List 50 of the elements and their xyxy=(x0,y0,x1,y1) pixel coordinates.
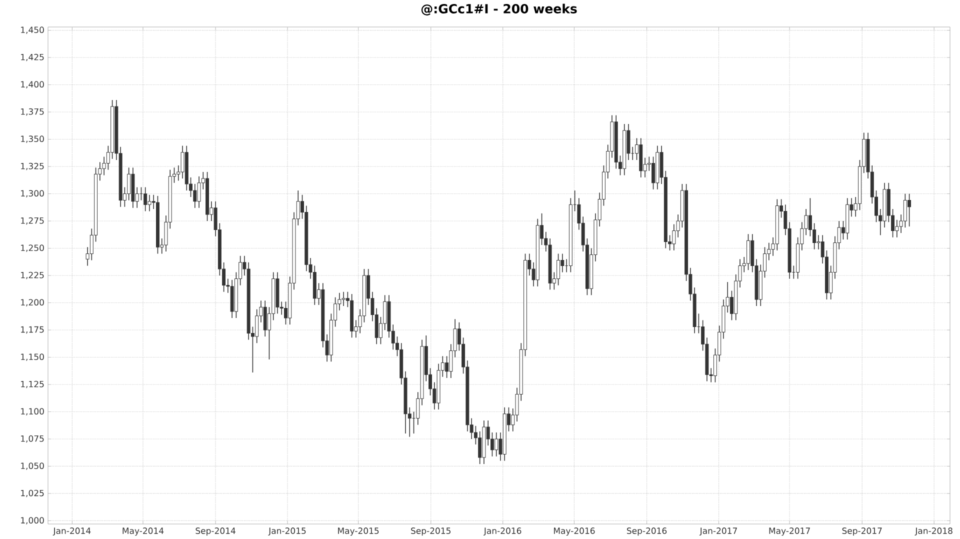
y-tick-label: 1,450 xyxy=(21,26,44,34)
y-tick-label: 1,075 xyxy=(21,435,44,443)
y-tick-label: 1,050 xyxy=(21,462,44,470)
y-tick-label: 1,275 xyxy=(21,217,44,225)
candlestick xyxy=(746,234,750,270)
candlestick xyxy=(672,224,676,251)
y-tick-label: 1,350 xyxy=(21,136,44,143)
y-tick-label: 1,000 xyxy=(21,517,44,524)
y-tick-label: 1,100 xyxy=(21,408,44,416)
y-tick-label: 1,175 xyxy=(21,326,44,334)
chart-title: @:GCc1#I - 200 weeks xyxy=(421,4,577,16)
candlestick xyxy=(197,176,201,208)
x-tick-label: Sep-2014 xyxy=(196,528,236,536)
candlestick xyxy=(193,184,197,208)
x-tick-label: May-2014 xyxy=(122,528,164,536)
candlestick xyxy=(494,432,498,457)
y-tick-label: 1,300 xyxy=(21,190,44,198)
candlestick xyxy=(148,194,152,212)
candlestick xyxy=(556,253,560,286)
y-tick-label: 1,375 xyxy=(21,108,44,116)
candlestick xyxy=(102,156,106,176)
x-tick-label: Sep-2017 xyxy=(842,528,882,536)
x-tick-label: Jan-2016 xyxy=(484,528,522,536)
y-tick-label: 1,400 xyxy=(21,81,44,88)
x-tick-label: May-2017 xyxy=(769,528,810,536)
y-tick-label: 1,325 xyxy=(21,162,44,170)
candlestick xyxy=(144,186,148,212)
y-tick-label: 1,150 xyxy=(21,354,44,361)
candlestick xyxy=(342,291,346,306)
y-tick-label: 1,225 xyxy=(21,272,44,280)
y-tick-label: 1,200 xyxy=(21,299,44,306)
x-tick-label: Sep-2015 xyxy=(411,528,450,536)
candlestick xyxy=(263,300,267,337)
y-tick-label: 1,425 xyxy=(21,54,44,62)
candlestick xyxy=(127,167,131,201)
x-tick-label: Jan-2018 xyxy=(914,528,952,536)
x-tick-label: Jan-2014 xyxy=(52,528,91,536)
candlestick xyxy=(908,193,912,227)
y-tick-label: 1,125 xyxy=(21,380,44,388)
candlestick xyxy=(478,430,482,464)
x-tick-label: May-2016 xyxy=(554,528,595,536)
y-tick-label: 1,025 xyxy=(21,490,44,498)
candlestick xyxy=(652,156,655,190)
x-tick-label: May-2015 xyxy=(338,528,379,536)
y-tick-label: 1,250 xyxy=(21,244,44,252)
x-tick-label: Jan-2015 xyxy=(268,528,306,536)
x-tick-label: Jan-2017 xyxy=(699,528,737,536)
x-tick-label: Sep-2016 xyxy=(626,528,667,536)
candlestick xyxy=(255,308,259,344)
candlestick xyxy=(903,193,907,228)
